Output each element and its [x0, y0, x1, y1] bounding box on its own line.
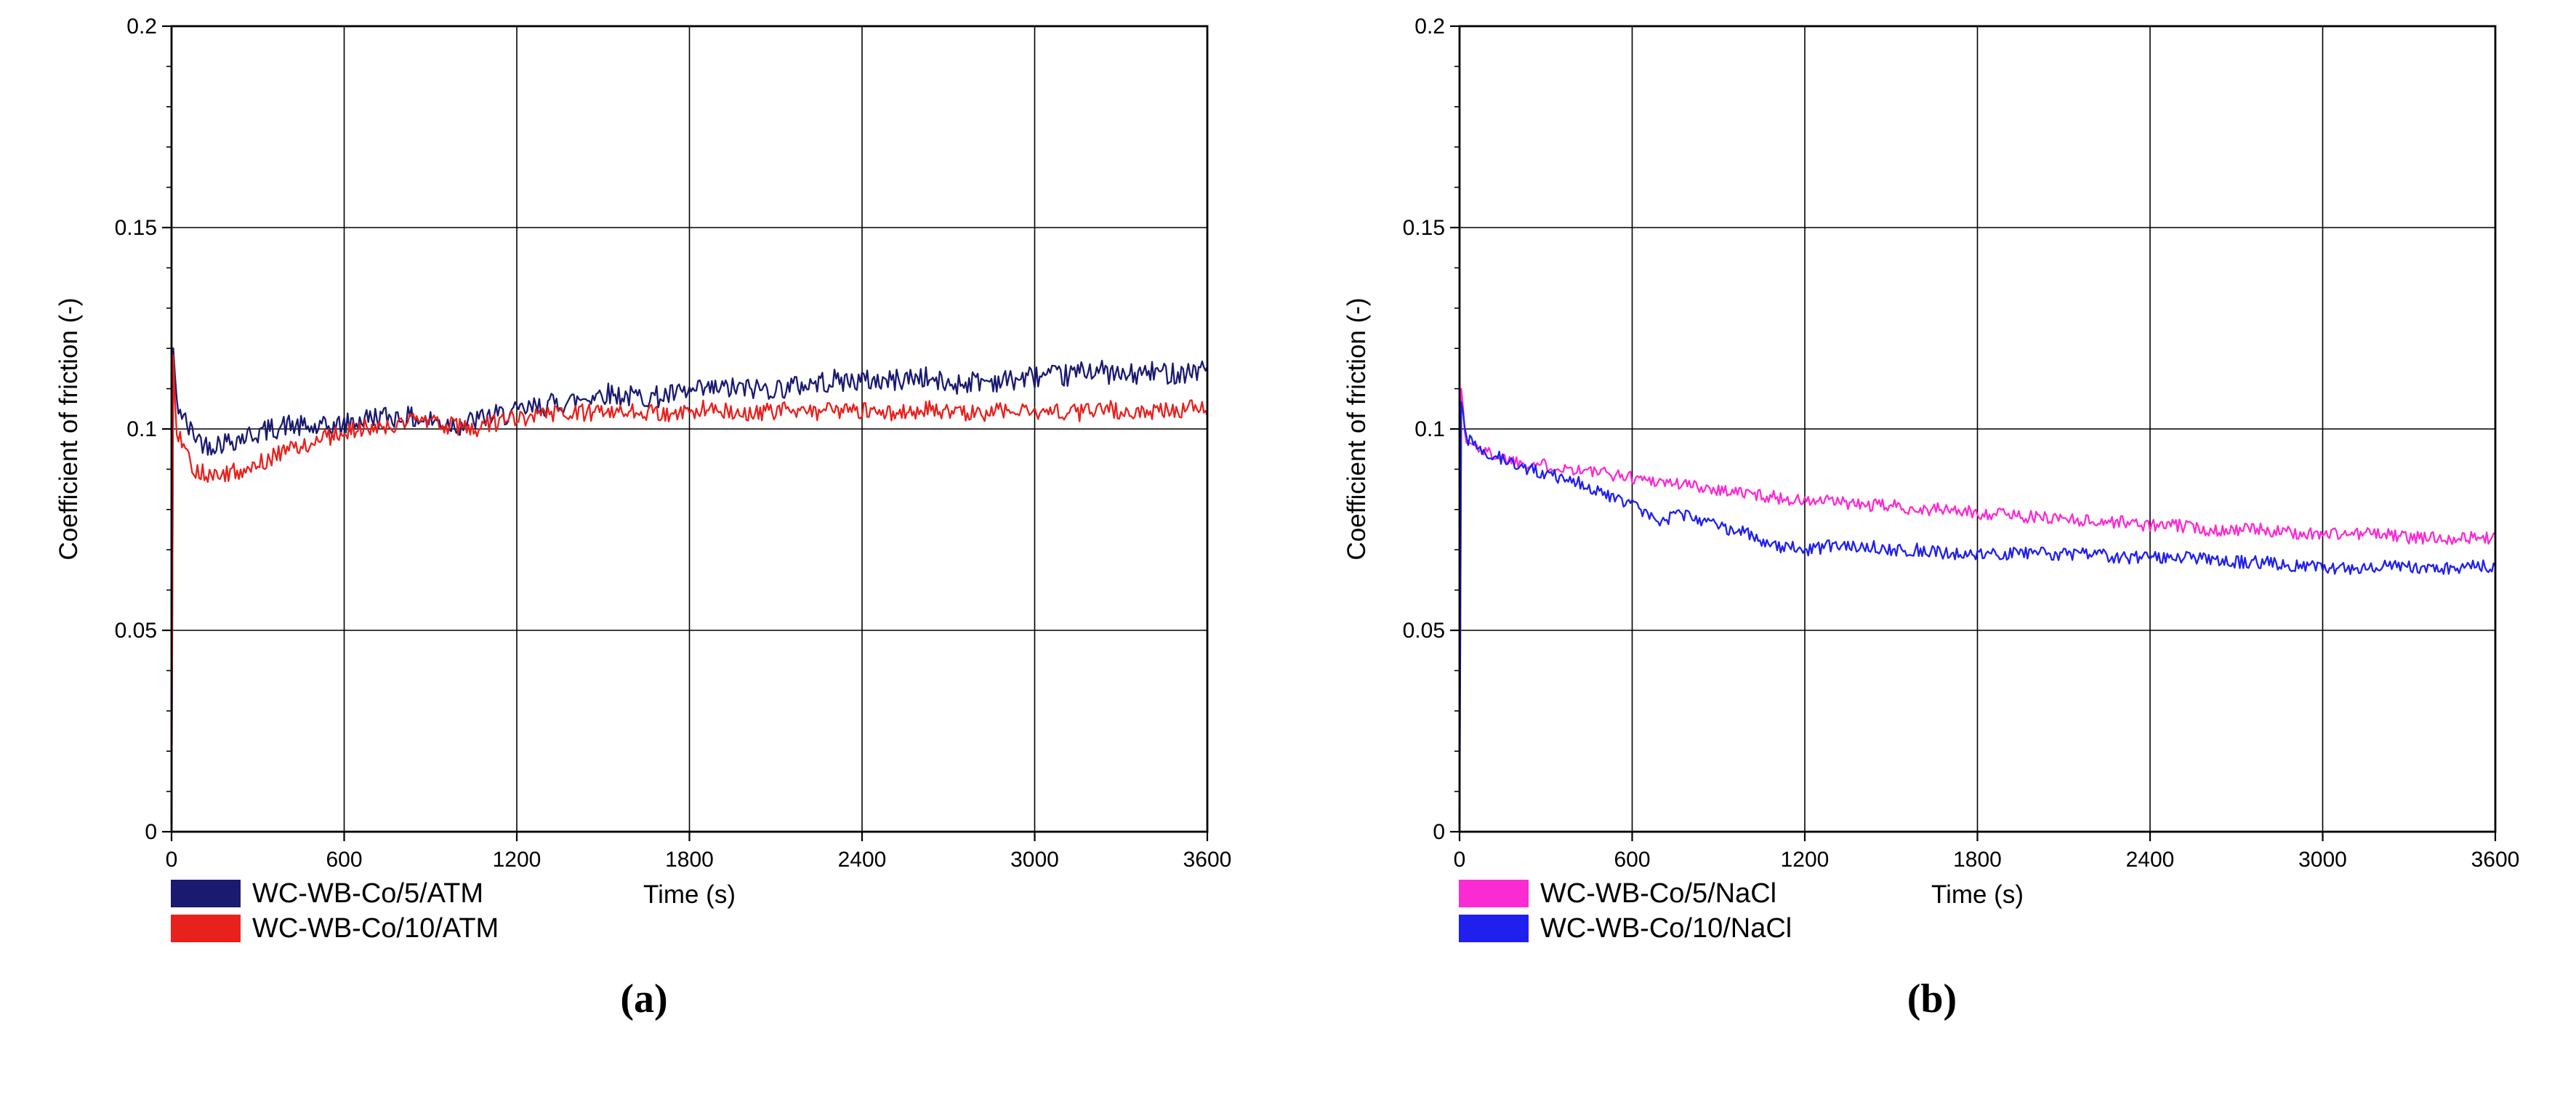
- panel-b: 0 600 1200 1800 2400 3000 3600 0 0.05 0.1 0.15 0.2 T…: [1288, 0, 2576, 1116]
- svg-text:0.05: 0.05: [115, 619, 157, 643]
- legend-item: WC-WB-Co/10/ATM: [171, 915, 499, 942]
- axes: [162, 25, 1209, 841]
- grid: [172, 26, 1207, 832]
- svg-text:0.15: 0.15: [115, 216, 157, 240]
- svg-text:600: 600: [1614, 848, 1650, 872]
- x-axis-label: Time (s): [643, 880, 736, 909]
- y-axis-label: Coefficient of friction (-): [55, 297, 83, 560]
- svg-text:1200: 1200: [1781, 848, 1830, 872]
- axes: [1450, 25, 2497, 841]
- svg-text:3600: 3600: [2471, 848, 2520, 872]
- svg-text:0: 0: [1433, 820, 1445, 844]
- series-line: [170, 347, 1209, 824]
- series-lines: [1458, 388, 2496, 824]
- series-line: [1458, 401, 2496, 824]
- tick-labels: 0 600 1200 1800 2400 3000 3600 0 0.05 0.1 0.15 0.2: [115, 15, 1232, 872]
- legend-swatch: [171, 880, 241, 907]
- panel-a-caption: (a): [620, 976, 668, 1021]
- svg-text:0.1: 0.1: [1414, 417, 1445, 441]
- svg-text:0.2: 0.2: [1414, 15, 1445, 39]
- legend-label: WC-WB-Co/10/NaCl: [1540, 913, 1792, 944]
- svg-text:0.05: 0.05: [1403, 619, 1445, 643]
- legend-label: WC-WB-Co/5/NaCl: [1540, 878, 1777, 909]
- legend-b: WC-WB-Co/5/NaCl WC-WB-Co/10/NaCl: [1459, 880, 1792, 942]
- svg-text:3000: 3000: [2298, 848, 2347, 872]
- legend-label: WC-WB-Co/5/ATM: [252, 878, 484, 909]
- legend-swatch: [171, 915, 241, 942]
- panel-b-caption: (b): [1907, 976, 1957, 1021]
- chart-b-svg: 0 600 1200 1800 2400 3000 3600 0 0.05 0.1 0.15 0.2 T…: [1343, 15, 2520, 909]
- svg-text:1800: 1800: [1953, 848, 2002, 872]
- series-line: [170, 354, 1209, 825]
- panel-a: 0 600 1200 1800 2400 3000 3600 0 0.05 0.1 0.15 0.2 T…: [55, 15, 1232, 1021]
- series-line: [1458, 388, 2496, 824]
- svg-text:3000: 3000: [1010, 848, 1059, 872]
- y-axis-label: Coefficient of friction (-): [1343, 297, 1371, 560]
- tick-labels: 0 600 1200 1800 2400 3000 3600 0 0.05 0.1 0.15 0.2: [1403, 15, 2520, 872]
- svg-text:2400: 2400: [2126, 848, 2175, 872]
- grid: [1460, 26, 2495, 832]
- chart-a-svg: 0 600 1200 1800 2400 3000 3600 0 0.05 0.1 0.15 0.2 T…: [55, 15, 1232, 909]
- svg-text:0: 0: [145, 820, 157, 844]
- svg-text:0: 0: [1454, 848, 1466, 872]
- series-lines: [170, 347, 1209, 825]
- legend-swatch: [1459, 880, 1529, 907]
- legend-item: WC-WB-Co/5/NaCl: [1459, 880, 1792, 907]
- svg-text:0.15: 0.15: [1403, 216, 1445, 240]
- legend-swatch: [1459, 915, 1529, 942]
- svg-text:2400: 2400: [838, 848, 887, 872]
- x-axis-label: Time (s): [1931, 880, 2024, 909]
- svg-text:1200: 1200: [493, 848, 542, 872]
- svg-text:0: 0: [166, 848, 178, 872]
- svg-text:0.2: 0.2: [126, 15, 157, 39]
- svg-text:600: 600: [326, 848, 362, 872]
- legend-item: WC-WB-Co/5/ATM: [171, 880, 499, 907]
- legend-item: WC-WB-Co/10/NaCl: [1459, 915, 1792, 942]
- svg-text:3600: 3600: [1183, 848, 1232, 872]
- svg-text:0.1: 0.1: [126, 417, 157, 441]
- svg-text:1800: 1800: [665, 848, 714, 872]
- legend-label: WC-WB-Co/10/ATM: [252, 913, 499, 944]
- legend-a: WC-WB-Co/5/ATM WC-WB-Co/10/ATM: [171, 880, 499, 942]
